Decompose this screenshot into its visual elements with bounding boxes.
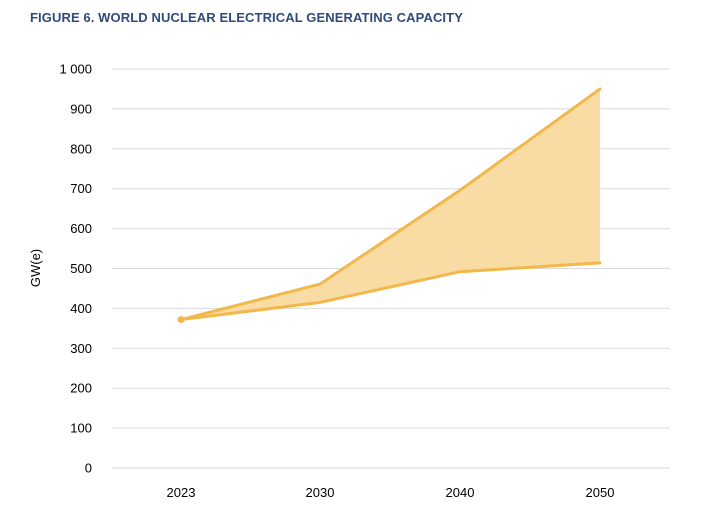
series-lines [177, 87, 602, 324]
y-tick-label: 500 [70, 261, 92, 276]
x-tick-labels: 2023 2030 2040 2050 [167, 485, 615, 500]
y-axis-title: GW(e) [28, 249, 43, 287]
chart-title: FIGURE 6. WORLD NUCLEAR ELECTRICAL GENER… [30, 10, 463, 25]
y-tick-label: 700 [70, 181, 92, 196]
y-tick-label: 800 [70, 141, 92, 156]
x-tick-label: 2023 [167, 485, 196, 500]
range-area [181, 88, 600, 320]
start-point-marker [177, 316, 185, 324]
y-tick-label: 1 000 [59, 62, 92, 77]
high-series-line [179, 87, 602, 322]
y-tick-labels: 0 100 200 300 400 500 600 700 800 900 1 000 [59, 62, 92, 476]
y-tick-label: 0 [85, 461, 92, 476]
y-tick-label: 100 [70, 421, 92, 436]
x-tick-label: 2030 [306, 485, 335, 500]
low-series-line [179, 261, 602, 322]
y-tick-label: 200 [70, 381, 92, 396]
y-tick-label: 900 [70, 101, 92, 116]
x-tick-label: 2040 [446, 485, 475, 500]
x-tick-label: 2050 [586, 485, 615, 500]
y-tick-label: 300 [70, 341, 92, 356]
y-tick-label: 400 [70, 301, 92, 316]
range-area-fill [181, 88, 600, 320]
y-tick-label: 600 [70, 221, 92, 236]
